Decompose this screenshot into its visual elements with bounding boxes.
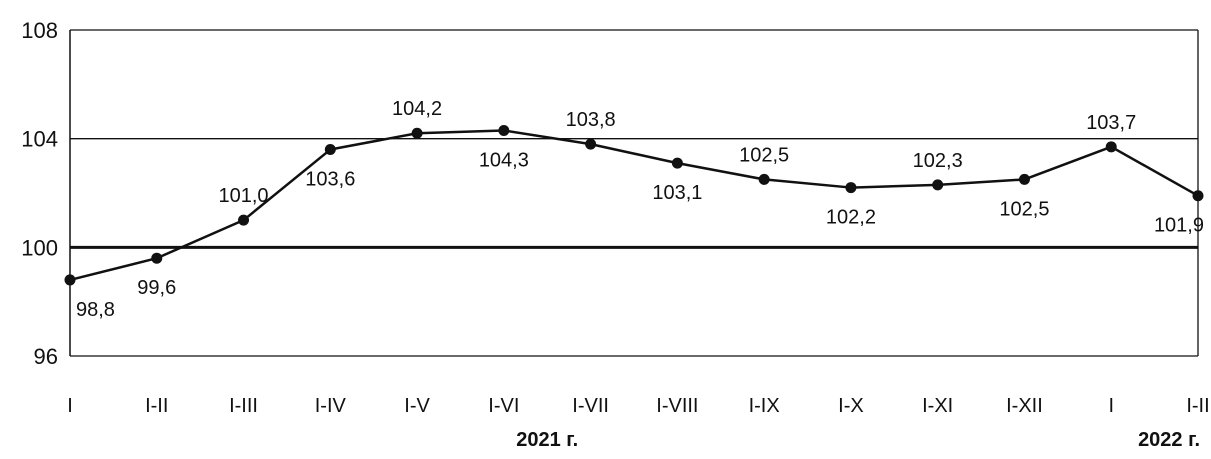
x-tick-label: I-II xyxy=(1186,395,1209,417)
data-point xyxy=(1192,190,1204,202)
data-label: 101,0 xyxy=(219,185,269,207)
x-axis-ticks: I I-II I-III I-IV I-V I-VI I-VII I-VIII I-IX I-X I… xyxy=(67,395,1209,417)
data-point xyxy=(758,173,770,185)
data-point xyxy=(671,157,683,169)
data-label: 102,5 xyxy=(739,144,789,166)
data-point xyxy=(238,214,250,226)
x-tick-label: I-VII xyxy=(572,395,609,417)
data-label: 103,6 xyxy=(305,169,355,191)
data-label: 103,8 xyxy=(566,109,616,131)
data-label: 99,6 xyxy=(137,277,176,299)
x-tick-label: I-V xyxy=(404,395,430,417)
y-tick-label: 104 xyxy=(21,127,58,152)
data-point xyxy=(411,127,423,139)
data-point xyxy=(845,182,857,194)
year-label: 2021 г. xyxy=(516,429,578,451)
data-point xyxy=(64,274,76,286)
data-label: 104,3 xyxy=(479,150,529,172)
year-label: 2022 г. xyxy=(1138,429,1200,451)
x-tick-label: I xyxy=(1108,395,1114,417)
x-tick-label: I-II xyxy=(145,395,168,417)
grid-lines xyxy=(70,29,1198,357)
x-tick-label: I-VIII xyxy=(656,395,698,417)
data-point xyxy=(498,125,510,137)
data-point xyxy=(1105,141,1117,153)
data-label: 103,7 xyxy=(1086,112,1136,134)
x-tick-label: I-III xyxy=(229,395,258,417)
data-labels: 98,8 99,6 101,0 103,6 104,2 104,3 103,8 103,1 10… xyxy=(76,98,1204,321)
x-tick-label: I-XII xyxy=(1006,395,1043,417)
data-point xyxy=(151,252,163,264)
data-label: 104,2 xyxy=(392,98,442,120)
data-label: 102,2 xyxy=(826,207,876,229)
x-tick-label: I-XI xyxy=(922,395,953,417)
data-point xyxy=(932,179,944,191)
data-label: 103,1 xyxy=(652,182,702,204)
y-tick-label: 108 xyxy=(21,18,58,43)
data-label: 102,3 xyxy=(913,150,963,172)
x-tick-label: I-VI xyxy=(488,395,519,417)
data-label: 98,8 xyxy=(76,299,115,321)
x-tick-label: I-IX xyxy=(749,395,780,417)
data-point xyxy=(324,144,336,156)
data-points xyxy=(64,125,1204,286)
y-tick-label: 96 xyxy=(34,344,58,369)
data-point xyxy=(585,138,597,150)
year-labels: 2021 г. 2022 г. xyxy=(516,429,1200,451)
x-tick-label: I-IV xyxy=(315,395,347,417)
series-polyline xyxy=(69,129,1199,282)
data-label: 101,9 xyxy=(1154,215,1204,237)
y-axis-ticks: 96 100 104 108 xyxy=(21,18,58,369)
data-point xyxy=(1018,173,1030,185)
series-line xyxy=(69,129,1199,282)
x-tick-label: I-X xyxy=(838,395,864,417)
x-tick-label: I xyxy=(67,395,73,417)
y-tick-label: 100 xyxy=(21,235,58,260)
data-label: 102,5 xyxy=(999,198,1049,220)
